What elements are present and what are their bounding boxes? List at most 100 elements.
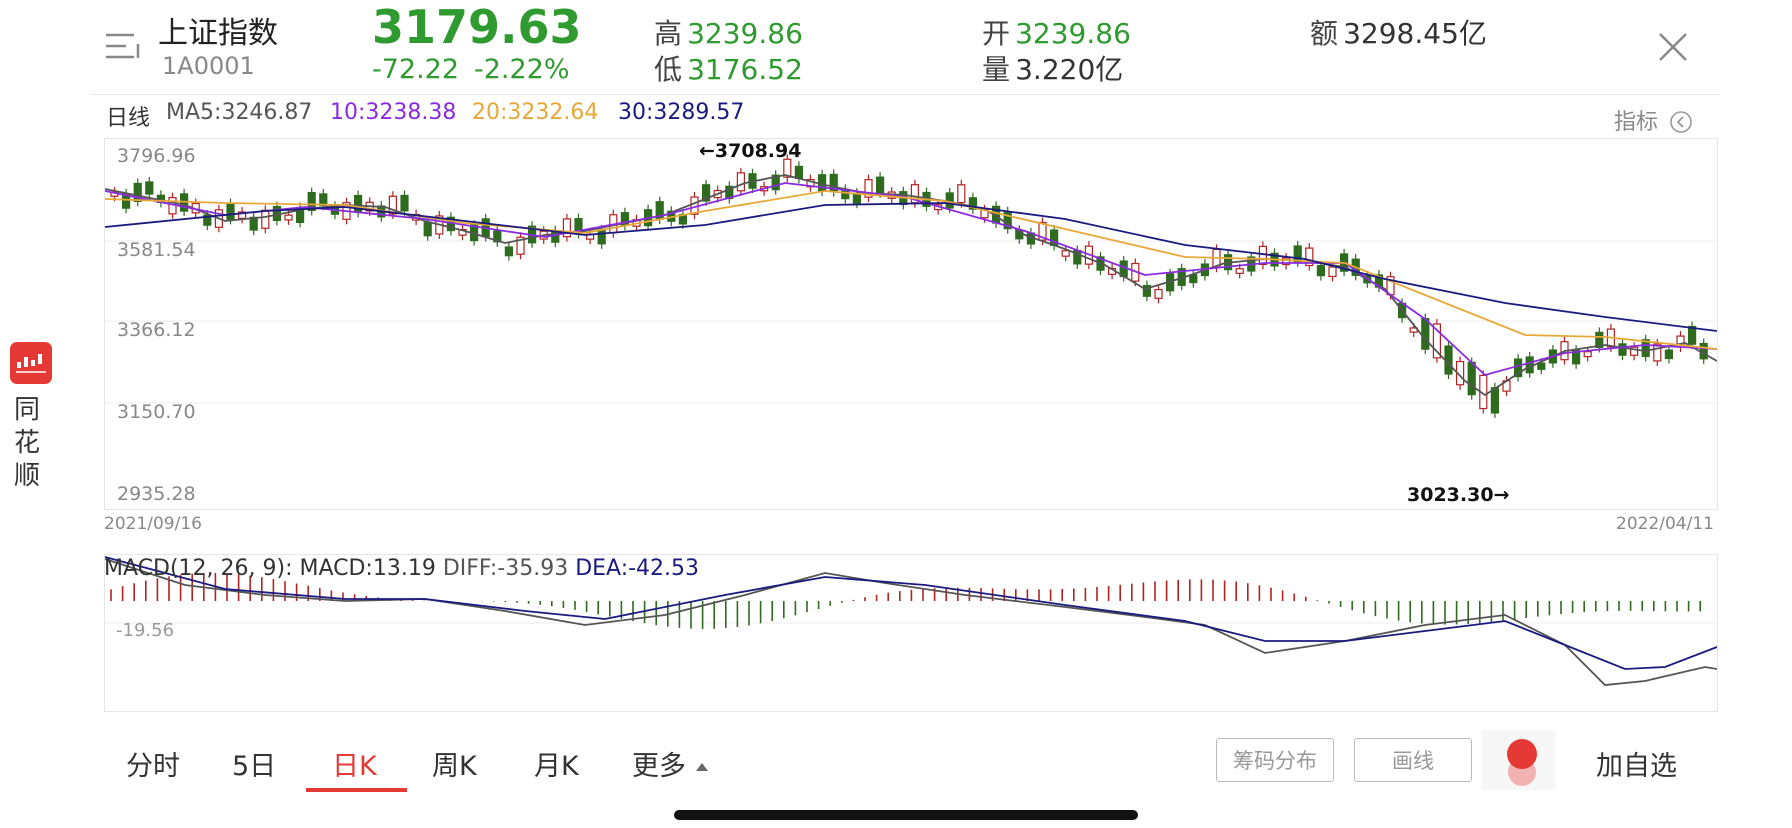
tab-monthly-k[interactable]: 月K <box>534 751 579 782</box>
price-change: -72.22 <box>372 54 460 85</box>
macd-y-tick: -19.56 <box>116 620 175 641</box>
open-label: 开 <box>982 17 1011 50</box>
kline-chart[interactable]: 3796.96 3581.54 3366.12 3150.70 2935.28 ←3708… <box>104 138 1718 510</box>
candle-body <box>261 209 270 229</box>
candle-body <box>1664 349 1674 360</box>
ma20-value: 20:3232.64 <box>472 100 599 125</box>
candle-body <box>1305 247 1314 267</box>
candle-body <box>701 184 711 202</box>
candle-body <box>1618 343 1627 356</box>
open-price: 开 3239.86 <box>982 12 1131 52</box>
candle-body <box>1537 362 1546 370</box>
app-name-char: 花 <box>14 428 41 458</box>
candle-body <box>1513 358 1523 378</box>
candle-body <box>504 246 513 257</box>
candle-body <box>1142 284 1152 297</box>
candle-body <box>388 195 397 215</box>
low-value: 3176.52 <box>687 53 803 86</box>
y-tick-label: 2935.28 <box>117 483 196 505</box>
candle-body <box>771 174 780 191</box>
low-label: 低 <box>654 53 683 86</box>
indicator-label: 指标 <box>1614 110 1659 135</box>
candle-body <box>1316 265 1326 277</box>
close-icon[interactable] <box>1656 30 1690 64</box>
chevron-left-circle-icon <box>1670 111 1692 133</box>
high-label: 高 <box>654 17 683 50</box>
dea-line <box>104 556 1718 670</box>
candle-body <box>1432 323 1442 359</box>
ma10-line <box>104 182 1718 377</box>
candle-body <box>1189 274 1198 284</box>
candle-body <box>284 214 293 221</box>
last-price: 3179.63 <box>372 0 582 54</box>
y-tick-label: 3366.12 <box>117 319 196 341</box>
low-price: 低 3176.52 <box>654 48 803 88</box>
app-name-char: 顺 <box>14 461 41 491</box>
candle-body <box>968 197 978 210</box>
amount-label: 额 <box>1310 17 1339 50</box>
caret-up-icon <box>695 763 708 771</box>
ma5-value: MA5:3246.87 <box>166 100 313 125</box>
candle-body <box>783 158 792 178</box>
volume: 量 3.220亿 <box>982 48 1123 88</box>
candle-body <box>423 221 432 237</box>
macd-chart-svg <box>104 556 1718 686</box>
stock-name: 上证指数 <box>158 16 278 51</box>
macd-label: MACD(12, 26, 9): <box>104 556 293 581</box>
candle-body <box>736 172 746 192</box>
min-price-annotation: 3023.30→ <box>1407 484 1509 506</box>
candle-body <box>516 236 525 255</box>
stock-code: 1A0001 <box>162 52 255 80</box>
candle-body <box>875 176 885 194</box>
candle-body <box>1293 245 1302 263</box>
candle-body <box>145 181 154 195</box>
candle-body <box>945 192 954 209</box>
high-price: 高 3239.86 <box>654 12 803 52</box>
candle-body <box>1583 351 1592 358</box>
chip-distribution-button[interactable]: 筹码分布 <box>1216 738 1334 782</box>
candle-body <box>1467 361 1476 396</box>
candle-body <box>226 202 235 220</box>
tonghuashun-app-icon[interactable] <box>10 342 52 384</box>
ma30-line <box>104 202 1718 332</box>
candle-body <box>400 194 409 212</box>
draw-line-button[interactable]: 画线 <box>1354 738 1472 782</box>
candle-body <box>319 193 328 206</box>
macd-value: MACD:13.19 <box>299 556 436 581</box>
header-divider <box>90 94 1720 95</box>
end-date: 2022/04/11 <box>1616 514 1714 534</box>
candle-body <box>1061 250 1070 257</box>
candle-body <box>1421 318 1430 350</box>
tab-daily-k[interactable]: 日K <box>332 751 377 782</box>
candle-body <box>1687 325 1697 345</box>
candle-body <box>1038 221 1047 241</box>
candle-body <box>1281 257 1291 266</box>
candle-body <box>1328 266 1337 278</box>
candle-body <box>1641 339 1650 358</box>
ma10-value: 10:3238.38 <box>330 100 457 125</box>
macd-chart[interactable] <box>104 554 1718 712</box>
candle-body <box>1629 346 1639 356</box>
menu-icon[interactable] <box>104 30 142 62</box>
max-price-annotation: ←3708.94 <box>699 140 801 162</box>
active-tab-indicator <box>306 788 407 792</box>
add-to-watchlist-button[interactable]: 加自选 <box>1596 751 1677 782</box>
candle-body <box>957 184 966 204</box>
y-tick-label: 3581.54 <box>117 239 196 261</box>
tab-intraday[interactable]: 分时 <box>126 751 180 782</box>
candle-body <box>307 191 316 211</box>
tab-weekly-k[interactable]: 周K <box>432 751 477 782</box>
y-tick-label: 3796.96 <box>117 145 196 167</box>
ma5-line <box>104 174 1718 397</box>
y-tick-label: 3150.70 <box>117 401 196 423</box>
high-value: 3239.86 <box>687 17 803 50</box>
candle-body <box>1235 268 1244 274</box>
volume-value: 3.220亿 <box>1015 53 1124 86</box>
tab-5day[interactable]: 5日 <box>232 751 277 782</box>
start-date: 2021/09/16 <box>104 514 202 534</box>
tab-more[interactable]: 更多 <box>632 744 709 783</box>
kline-chart-svg: 3796.96 3581.54 3366.12 3150.70 2935.28 ←3708… <box>104 140 1718 506</box>
indicator-settings-button[interactable]: 指标 <box>1614 104 1693 136</box>
record-icon[interactable] <box>1482 730 1556 790</box>
candle-body <box>203 214 212 226</box>
